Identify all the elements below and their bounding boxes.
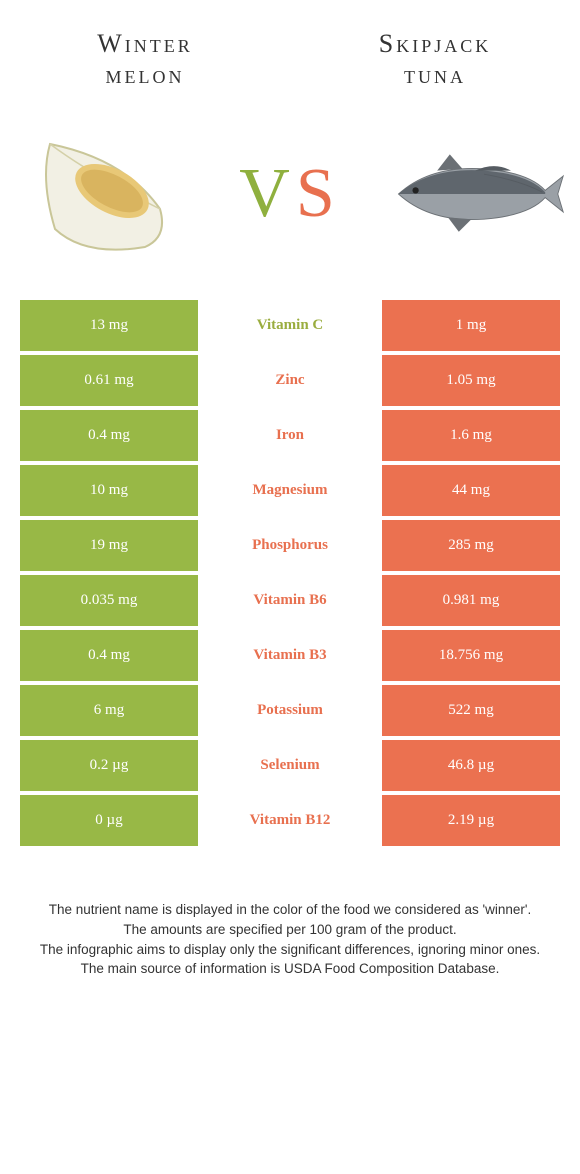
footer-line-4: The main source of information is USDA F…	[28, 959, 552, 979]
footer-line-2: The amounts are specified per 100 gram o…	[28, 920, 552, 940]
hero-row: VS	[0, 100, 580, 300]
table-row: 0.61 mgZinc1.05 mg	[20, 355, 560, 406]
right-value: 1 mg	[382, 300, 560, 351]
table-row: 0.4 mgIron1.6 mg	[20, 410, 560, 461]
left-value: 10 mg	[20, 465, 198, 516]
left-value: 0.4 mg	[20, 410, 198, 461]
right-title: Skipjack tuna	[335, 28, 535, 90]
nutrient-label: Vitamin B3	[198, 630, 382, 681]
nutrient-label: Iron	[198, 410, 382, 461]
left-value: 19 mg	[20, 520, 198, 571]
table-row: 10 mgMagnesium44 mg	[20, 465, 560, 516]
nutrient-label: Vitamin B6	[198, 575, 382, 626]
vs-s: S	[296, 155, 341, 232]
nutrient-label: Phosphorus	[198, 520, 382, 571]
footer-line-1: The nutrient name is displayed in the co…	[28, 900, 552, 920]
right-value: 1.05 mg	[382, 355, 560, 406]
left-value: 0 µg	[20, 795, 198, 846]
left-value: 0.035 mg	[20, 575, 198, 626]
header: Winter melon Skipjack tuna	[0, 0, 580, 100]
right-value: 285 mg	[382, 520, 560, 571]
table-row: 0.2 µgSelenium46.8 µg	[20, 740, 560, 791]
nutrient-label: Vitamin B12	[198, 795, 382, 846]
footer-line-3: The infographic aims to display only the…	[28, 940, 552, 960]
table-row: 6 mgPotassium522 mg	[20, 685, 560, 736]
right-value: 18.756 mg	[382, 630, 560, 681]
nutrient-label: Potassium	[198, 685, 382, 736]
left-title-line2: melon	[106, 60, 185, 89]
nutrient-label: Magnesium	[198, 465, 382, 516]
right-title-line2: tuna	[404, 60, 466, 89]
left-title-line1: Winter	[97, 29, 193, 58]
right-value: 44 mg	[382, 465, 560, 516]
nutrient-label: Vitamin C	[198, 300, 382, 351]
vs-v: V	[239, 155, 296, 232]
right-value: 522 mg	[382, 685, 560, 736]
right-value: 1.6 mg	[382, 410, 560, 461]
left-title: Winter melon	[45, 28, 245, 90]
right-value: 46.8 µg	[382, 740, 560, 791]
tuna-icon	[380, 149, 570, 239]
left-value: 0.61 mg	[20, 355, 198, 406]
right-value: 0.981 mg	[382, 575, 560, 626]
footer-notes: The nutrient name is displayed in the co…	[0, 850, 580, 978]
right-value: 2.19 µg	[382, 795, 560, 846]
nutrient-label: Selenium	[198, 740, 382, 791]
comparison-table: 13 mgVitamin C1 mg0.61 mgZinc1.05 mg0.4 …	[0, 300, 580, 846]
left-food-image	[10, 114, 200, 274]
table-row: 0.4 mgVitamin B318.756 mg	[20, 630, 560, 681]
right-food-image	[380, 114, 570, 274]
table-row: 0.035 mgVitamin B60.981 mg	[20, 575, 560, 626]
table-row: 13 mgVitamin C1 mg	[20, 300, 560, 351]
melon-icon	[30, 129, 180, 259]
table-row: 0 µgVitamin B122.19 µg	[20, 795, 560, 846]
nutrient-label: Zinc	[198, 355, 382, 406]
left-value: 0.4 mg	[20, 630, 198, 681]
vs-label: VS	[239, 154, 341, 234]
left-value: 0.2 µg	[20, 740, 198, 791]
right-title-line1: Skipjack	[379, 29, 491, 58]
table-row: 19 mgPhosphorus285 mg	[20, 520, 560, 571]
left-value: 13 mg	[20, 300, 198, 351]
left-value: 6 mg	[20, 685, 198, 736]
